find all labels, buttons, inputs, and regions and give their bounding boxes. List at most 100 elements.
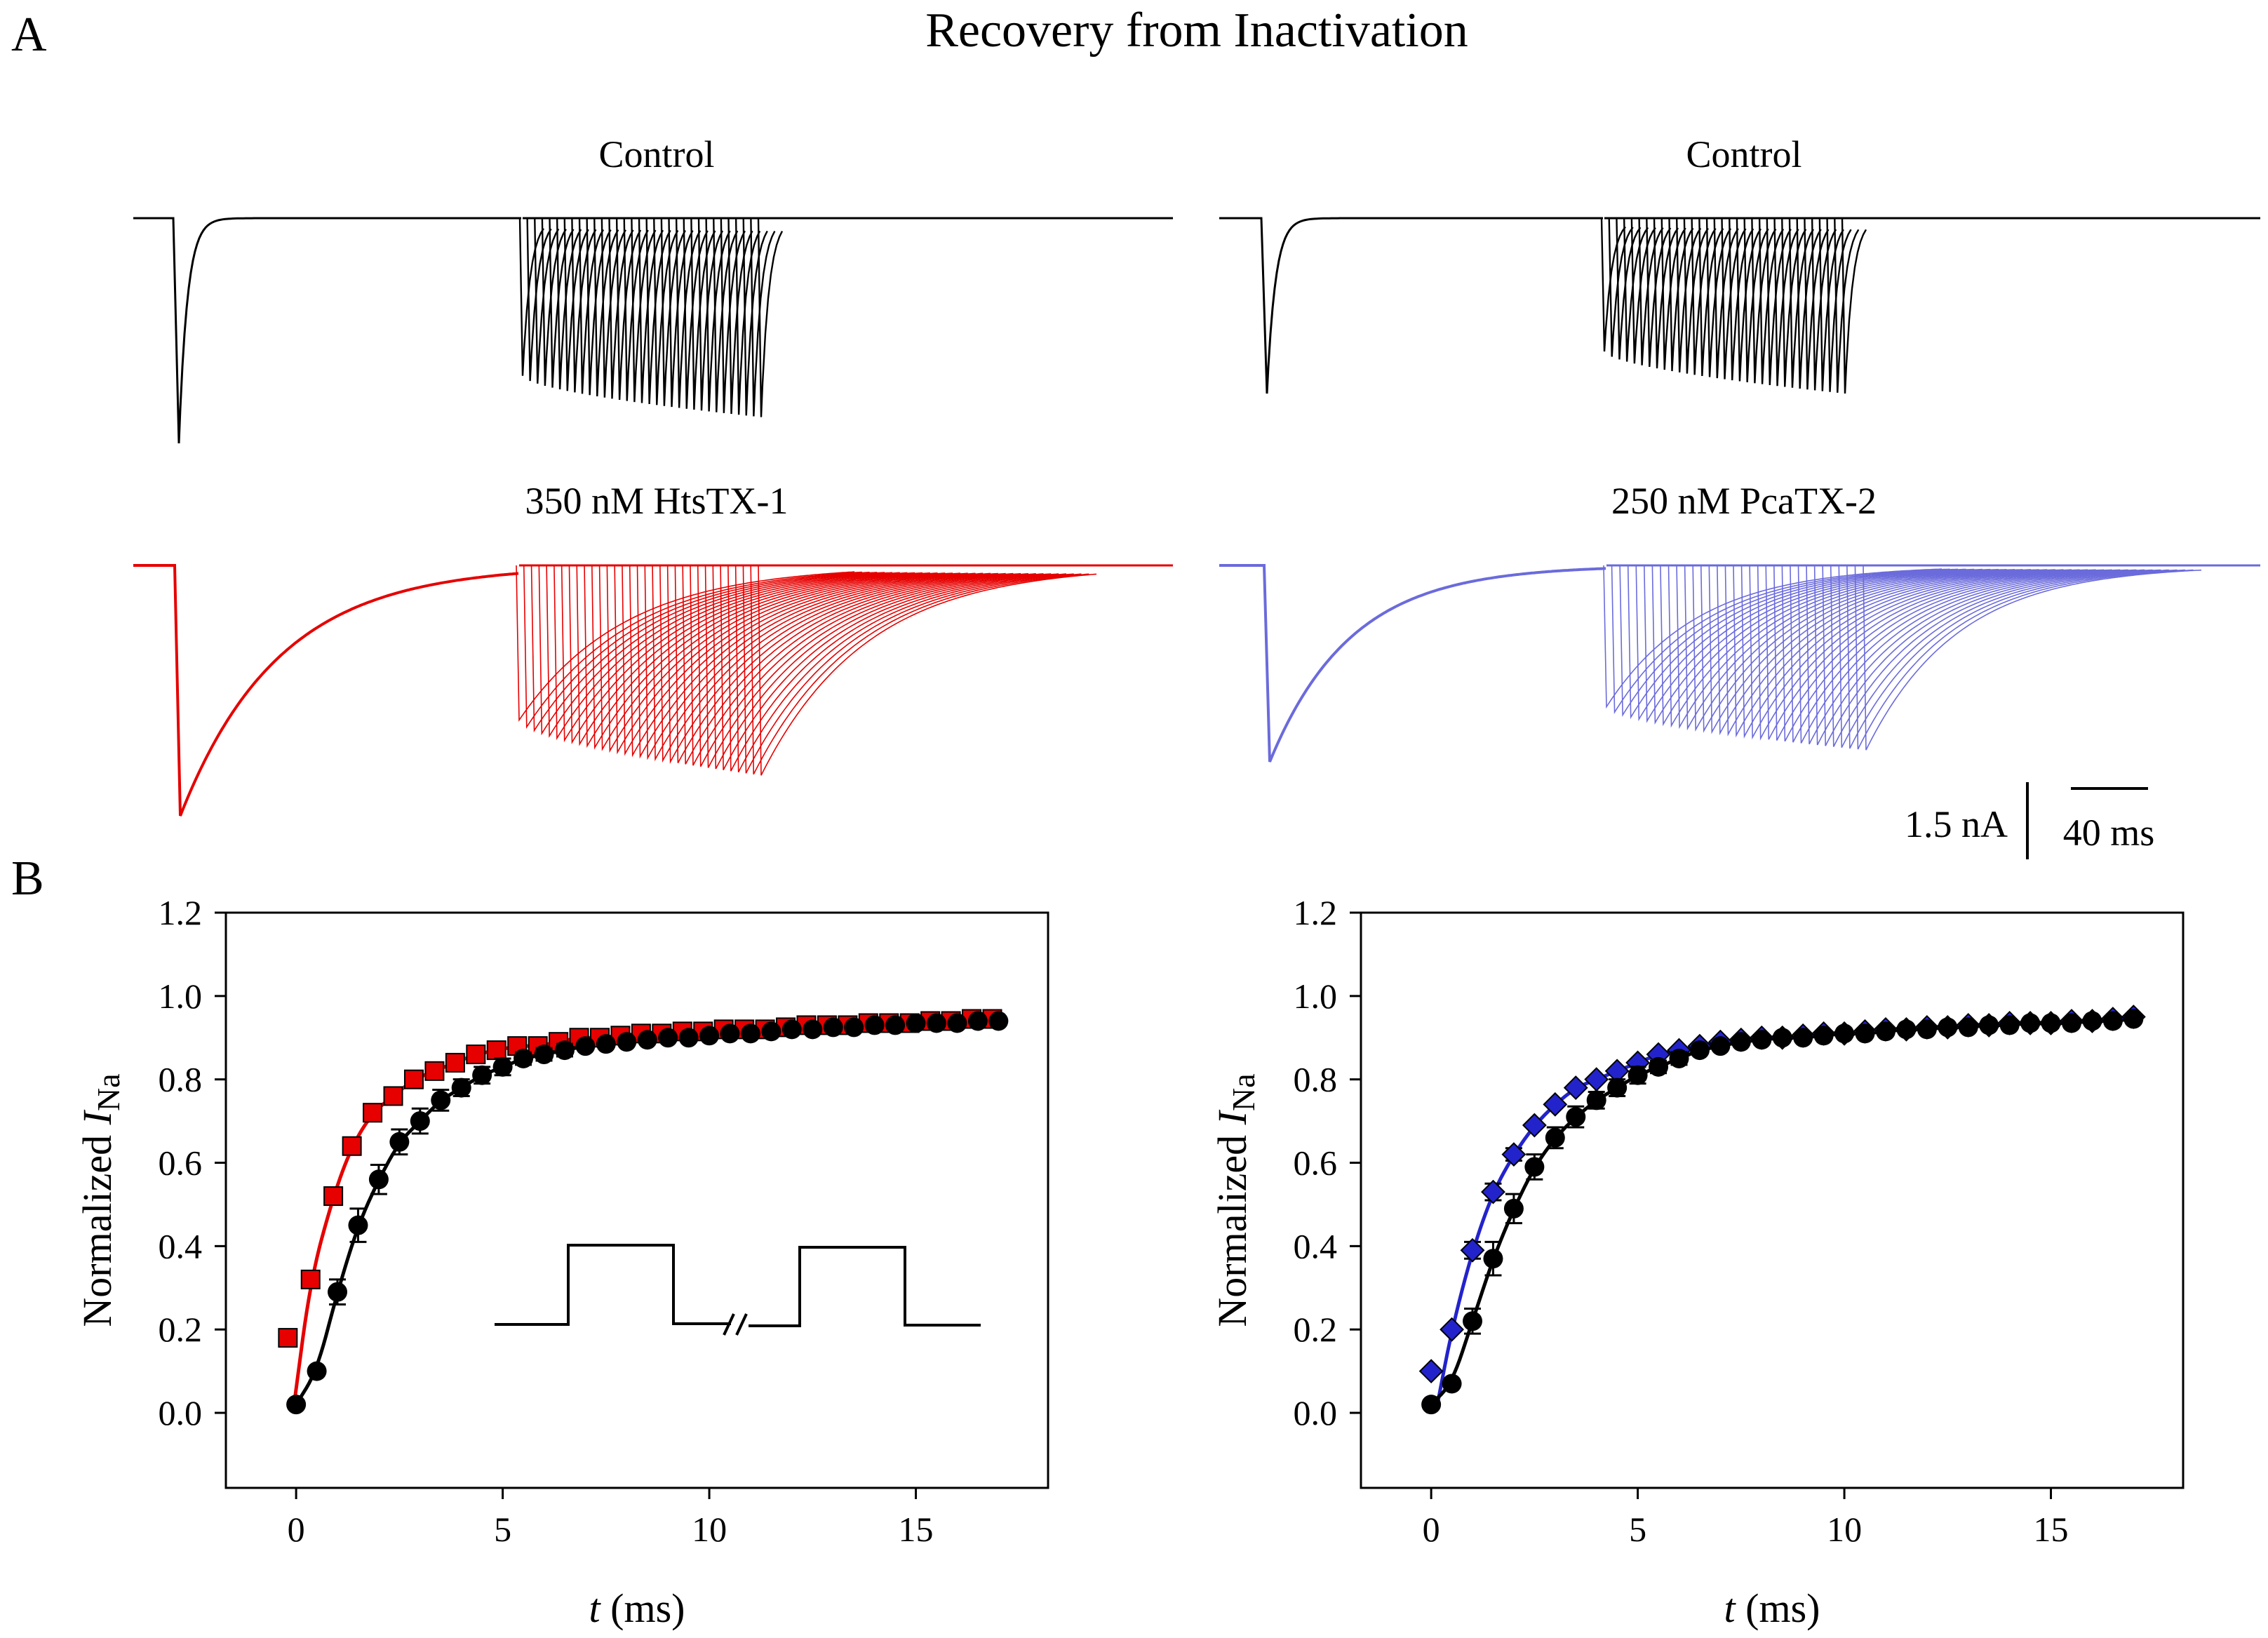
data-point-htstx (403, 1069, 424, 1089)
test-sweep (556, 217, 582, 390)
chart-left-series-control (286, 1011, 1009, 1415)
data-point-control (2102, 1011, 2123, 1031)
data-point-control (1710, 1036, 1731, 1056)
data-point-control (1524, 1157, 1545, 1177)
test-sweep (1683, 217, 1709, 374)
test-sweep (606, 565, 946, 753)
panel-a-label: A (11, 8, 47, 62)
test-sweep (576, 565, 915, 746)
data-point-control (286, 1395, 307, 1415)
data-point-control (967, 1011, 988, 1031)
voltage-protocol-inset (495, 1244, 981, 1336)
data-point-pcatx (1481, 1179, 1505, 1204)
data-point-control (885, 1015, 906, 1035)
data-point-control (389, 1132, 410, 1152)
test-sweep (1788, 217, 1815, 388)
test-sweep (704, 565, 1044, 768)
scale-bar-current-label: 1.5 nA (1905, 803, 2008, 845)
data-point-control (1834, 1023, 1855, 1044)
protocol-pulse-2 (749, 1246, 981, 1327)
test-sweep (727, 565, 1066, 772)
test-sweep (1676, 565, 2015, 730)
data-point-control (1586, 1090, 1606, 1110)
test-sweep (1834, 217, 1860, 393)
test-sweep (1705, 217, 1732, 377)
test-sweep (1691, 217, 1717, 375)
test-sweep (541, 217, 567, 386)
test-sweep (516, 565, 855, 723)
test-sweep (1781, 217, 1807, 387)
test-sweep (742, 565, 1082, 774)
data-point-control (328, 1282, 348, 1302)
test-sweep (720, 565, 1059, 770)
chart-left-xlabel-italic: t (589, 1585, 602, 1631)
data-point-control (1979, 1015, 1999, 1035)
data-point-control (1855, 1023, 1875, 1044)
test-sweep (712, 565, 1052, 770)
data-point-control (1607, 1078, 1628, 1098)
test-sweep (1797, 565, 2137, 744)
test-sweep (1717, 565, 2055, 736)
test-sweep (666, 565, 1006, 764)
test-sweep (713, 217, 739, 412)
test-sweep (636, 565, 976, 759)
test-sweep (538, 565, 878, 736)
test-sweep (1608, 217, 1634, 357)
test-sweep (546, 565, 885, 738)
test-sweep (734, 217, 761, 415)
data-point-control (368, 1169, 389, 1190)
chart-right-frame (1360, 911, 2185, 1489)
test-sweep (598, 565, 938, 751)
data-point-control (2041, 1013, 2061, 1033)
current-trace-htstx (133, 564, 1173, 817)
test-sweep (534, 217, 560, 384)
data-point-control (1793, 1028, 1813, 1048)
test-sweep (1758, 217, 1785, 384)
chart-left-fit-curves (292, 1017, 999, 1406)
data-point-htstx (323, 1186, 344, 1207)
test-sweep (1846, 565, 2185, 749)
data-point-control (699, 1026, 720, 1046)
data-point-control (410, 1111, 430, 1132)
test-sweep (1692, 565, 2032, 732)
chart-left: 0.0 0.2 0.4 0.6 0.8 1.0 1.2 0 5 10 15 t (ms) Norma… (74, 893, 1049, 1631)
data-point-control (1896, 1019, 1917, 1040)
data-point-control (947, 1013, 967, 1033)
data-point-control (1958, 1017, 1978, 1038)
y-tick-label: 0.6 (159, 1143, 203, 1183)
y-tick-label: 1.2 (1294, 893, 1338, 932)
test-sweep (549, 217, 575, 388)
test-sweep (1740, 565, 2080, 739)
chart-right-series-pcatx (1418, 1005, 2146, 1384)
test-sweep (1675, 217, 1702, 372)
chart-left-axes: 0.0 0.2 0.4 0.6 0.8 1.0 1.2 0 5 10 15 (159, 893, 934, 1549)
data-point-control (1483, 1249, 1503, 1269)
data-point-htstx (363, 1103, 383, 1123)
data-point-htstx (486, 1040, 506, 1061)
data-point-control (1752, 1030, 1772, 1050)
data-point-control (864, 1015, 885, 1035)
data-point-control (575, 1036, 596, 1056)
test-sweep (674, 565, 1014, 764)
x-tick-label: 15 (899, 1510, 934, 1549)
test-sweep (750, 565, 1089, 775)
test-sweep (591, 565, 930, 750)
trace-label-control-left: Control (598, 133, 714, 175)
panel-b-label: B (11, 852, 44, 906)
test-sweep (1863, 565, 2202, 751)
test-sweep (757, 217, 784, 417)
test-sweep (1611, 565, 1950, 715)
test-sweep (682, 565, 1021, 765)
data-point-control (431, 1090, 451, 1110)
y-tick-label: 1.0 (159, 976, 203, 1016)
data-point-control (2082, 1011, 2102, 1031)
test-sweep (1736, 217, 1762, 382)
test-sweep (1660, 565, 1999, 727)
data-point-htstx (445, 1052, 465, 1073)
chart-left-ylabel-italic: I (74, 1109, 120, 1125)
current-trace-control-right (1219, 217, 2260, 394)
test-sweep (623, 217, 649, 401)
test-sweep (720, 217, 746, 413)
test-sweep (1733, 565, 2072, 738)
